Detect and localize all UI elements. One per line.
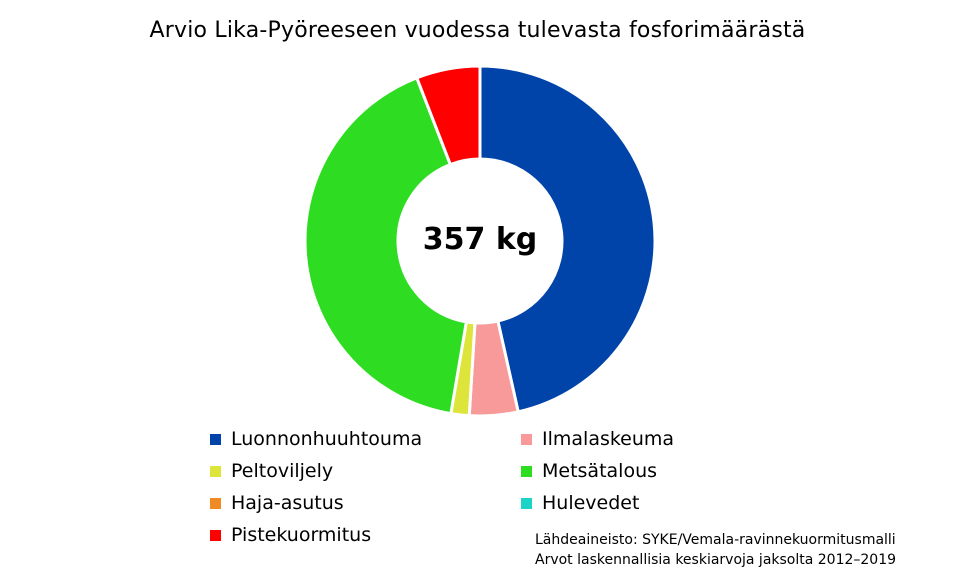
source-note: Lähdeaineisto: SYKE/Vemala-ravinnekuormi… — [535, 530, 896, 570]
legend-label: Haja-asutus — [231, 492, 344, 514]
legend-item-metsatalous: Metsätalous — [521, 459, 657, 483]
legend-item-hulevedet: Hulevedet — [521, 491, 639, 515]
legend-swatch — [210, 497, 221, 509]
legend-swatch — [521, 465, 532, 477]
legend-swatch — [210, 529, 221, 541]
donut-slice-luonnonhuuhtouma — [478, 64, 657, 414]
source-line-1: Lähdeaineisto: SYKE/Vemala-ravinnekuormi… — [535, 532, 896, 548]
legend-label: Hulevedet — [542, 492, 640, 514]
legend-swatch — [521, 433, 532, 445]
donut-center-label: 357 kg — [422, 222, 538, 257]
legend-label: Metsätalous — [542, 460, 658, 482]
legend-swatch — [521, 497, 532, 509]
legend-swatch — [210, 465, 221, 477]
donut-slice-metsätalous — [303, 76, 468, 416]
legend-item-pistekuormitus: Pistekuormitus — [210, 523, 371, 547]
legend-item-luonnonhuuhtouma: Luonnonhuuhtouma — [210, 427, 422, 451]
legend-label: Pistekuormitus — [231, 524, 372, 546]
chart-title: Arvio Lika-Pyöreeseen vuodessa tulevasta… — [149, 18, 806, 43]
legend-item-haja-asutus: Haja-asutus — [210, 491, 344, 515]
legend-item-peltoviljely: Peltoviljely — [210, 459, 333, 483]
legend-label: Peltoviljely — [231, 460, 334, 482]
legend-swatch — [210, 433, 221, 445]
legend-item-ilmalaskeuma: Ilmalaskeuma — [521, 427, 674, 451]
donut-slice-pistekuormitus — [415, 64, 482, 167]
legend-label: Ilmalaskeuma — [542, 428, 675, 450]
legend-label: Luonnonhuuhtouma — [231, 428, 423, 450]
source-line-2: Arvot laskennallisia keskiarvoja jaksolt… — [535, 552, 897, 568]
